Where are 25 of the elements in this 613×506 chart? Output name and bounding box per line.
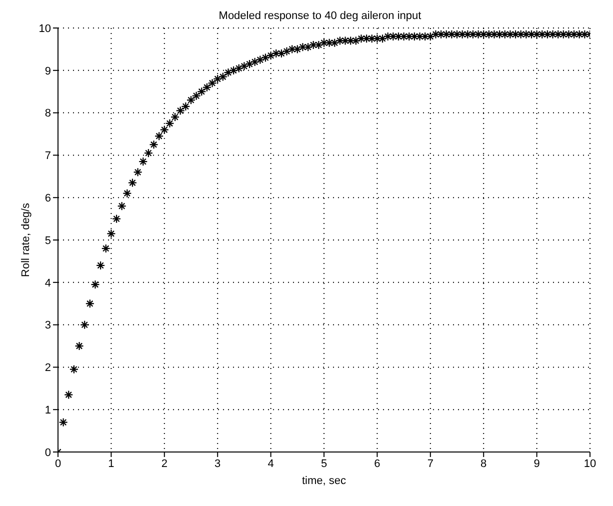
- y-tick-label: 2: [44, 362, 51, 374]
- x-tick-label: 8: [480, 458, 487, 470]
- x-tick-label: 9: [534, 458, 540, 470]
- x-axis-title: time, sec: [302, 475, 347, 487]
- x-tick-label: 6: [374, 458, 380, 470]
- y-tick-label: 6: [44, 192, 51, 205]
- x-tick-label: 5: [320, 458, 328, 470]
- x-tick-label: 7: [427, 458, 434, 470]
- y-tick-label: 9: [44, 65, 51, 78]
- y-tick-label: 3: [44, 320, 51, 332]
- chart-title: Modeled response to 40 deg aileron input: [218, 10, 422, 22]
- x-tick-label: 4: [268, 458, 274, 470]
- x-tick-label: 1: [108, 458, 114, 470]
- x-tick-label: 3: [214, 458, 221, 470]
- y-tick-label: 1: [44, 404, 51, 417]
- x-tick-label: 10: [584, 458, 596, 470]
- y-tick-label: 10: [38, 22, 51, 35]
- y-axis-title: Roll rate, deg/s: [20, 202, 32, 277]
- x-tick-label: 2: [161, 458, 168, 470]
- y-tick-label: 0: [44, 446, 51, 459]
- x-tick-label: 0: [54, 458, 62, 470]
- y-tick-label: 4: [44, 277, 51, 290]
- y-tick-label: 7: [44, 150, 51, 162]
- y-tick-label: 8: [44, 108, 51, 120]
- y-tick-label: 5: [44, 234, 51, 247]
